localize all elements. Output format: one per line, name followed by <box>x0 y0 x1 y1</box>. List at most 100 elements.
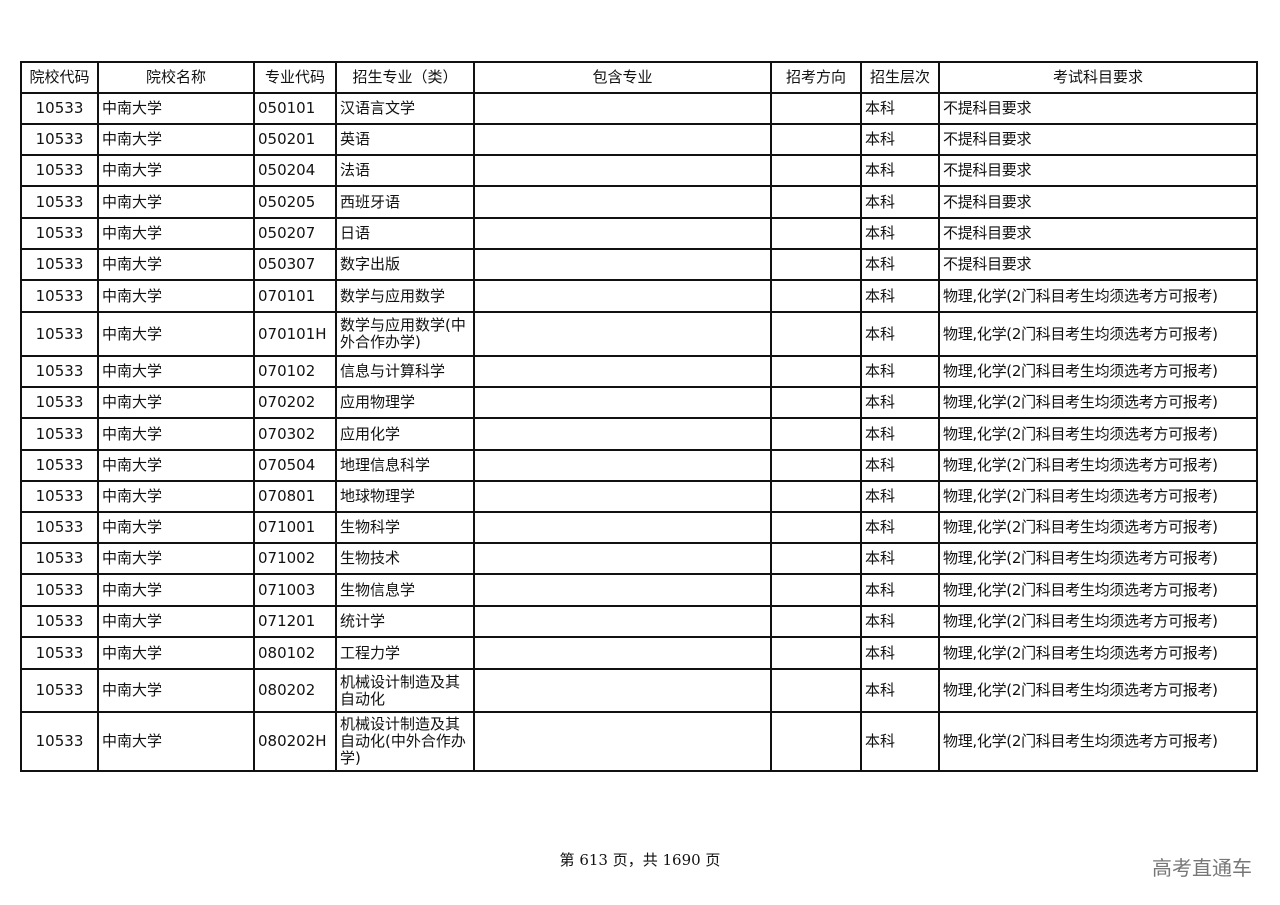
table-row: 10533 中南大学 070504 地理信息科学 本科 物理,化学(2门科目考生均须选考方… <box>20 449 1258 482</box>
level-cell: 本科 <box>860 542 940 575</box>
level-cell: 本科 <box>860 511 940 544</box>
direction-cell <box>770 386 862 419</box>
subject-requirement-cell: 不提科目要求 <box>938 92 1258 125</box>
school-name-cell: 中南大学 <box>97 92 255 125</box>
direction-cell <box>770 636 862 670</box>
level-cell: 本科 <box>860 417 940 451</box>
school-code-cell: 10533 <box>20 542 99 575</box>
direction-cell <box>770 605 862 638</box>
school-name-cell: 中南大学 <box>97 668 255 713</box>
major-code-cell: 071201 <box>253 605 337 638</box>
subject-requirement-cell: 物理,化学(2门科目考生均须选考方可报考) <box>938 449 1258 482</box>
subject-requirement-cell: 不提科目要求 <box>938 217 1258 250</box>
major-name-cell: 法语 <box>335 154 475 187</box>
school-code-cell: 10533 <box>20 185 99 219</box>
school-name-cell: 中南大学 <box>97 154 255 187</box>
admission-table: 院校代码 院校名称 专业代码 招生专业（类） 包含专业 招考方向 招生层次 考试科目要求 10… <box>20 61 1258 772</box>
direction-cell <box>770 711 862 772</box>
included-majors-cell <box>473 511 772 544</box>
table-row: 10533 中南大学 070101 数学与应用数学 本科 物理,化学(2门科目考生均须选考… <box>20 279 1258 313</box>
major-code-cell: 080202 <box>253 668 337 713</box>
level-cell: 本科 <box>860 636 940 670</box>
major-name-cell: 日语 <box>335 217 475 250</box>
table-row: 10533 中南大学 071001 生物科学 本科 物理,化学(2门科目考生均须选考方可报… <box>20 511 1258 544</box>
school-code-cell: 10533 <box>20 573 99 607</box>
major-name-cell: 西班牙语 <box>335 185 475 219</box>
table-row: 10533 中南大学 071002 生物技术 本科 物理,化学(2门科目考生均须选考方可报… <box>20 542 1258 575</box>
subject-requirement-cell: 物理,化学(2门科目考生均须选考方可报考) <box>938 542 1258 575</box>
major-code-cell: 071002 <box>253 542 337 575</box>
school-name-cell: 中南大学 <box>97 217 255 250</box>
direction-cell <box>770 279 862 313</box>
major-name-cell: 数学与应用数学(中外合作办学) <box>335 311 475 357</box>
header-row: 院校代码 院校名称 专业代码 招生专业（类） 包含专业 招考方向 招生层次 考试科目要求 <box>20 61 1258 94</box>
level-cell: 本科 <box>860 217 940 250</box>
school-name-cell: 中南大学 <box>97 355 255 388</box>
table-row: 10533 中南大学 070302 应用化学 本科 物理,化学(2门科目考生均须选考方可报… <box>20 417 1258 451</box>
school-name-cell: 中南大学 <box>97 605 255 638</box>
level-cell: 本科 <box>860 355 940 388</box>
major-name-cell: 机械设计制造及其自动化 <box>335 668 475 713</box>
included-majors-cell <box>473 542 772 575</box>
included-majors-cell <box>473 449 772 482</box>
level-cell: 本科 <box>860 279 940 313</box>
subject-requirement-cell: 物理,化学(2门科目考生均须选考方可报考) <box>938 636 1258 670</box>
major-code-cell: 050207 <box>253 217 337 250</box>
table-row: 10533 中南大学 050205 西班牙语 本科 不提科目要求 <box>20 185 1258 219</box>
table-row: 10533 中南大学 080202 机械设计制造及其自动化 本科 物理,化学(2门科目考生… <box>20 668 1258 713</box>
column-header: 专业代码 <box>253 61 337 94</box>
major-name-cell: 生物技术 <box>335 542 475 575</box>
major-code-cell: 080202H <box>253 711 337 772</box>
subject-requirement-cell: 物理,化学(2门科目考生均须选考方可报考) <box>938 480 1258 513</box>
school-code-cell: 10533 <box>20 605 99 638</box>
subject-requirement-cell: 物理,化学(2门科目考生均须选考方可报考) <box>938 573 1258 607</box>
school-name-cell: 中南大学 <box>97 185 255 219</box>
subject-requirement-cell: 物理,化学(2门科目考生均须选考方可报考) <box>938 355 1258 388</box>
table-row: 10533 中南大学 050201 英语 本科 不提科目要求 <box>20 123 1258 156</box>
major-name-cell: 地球物理学 <box>335 480 475 513</box>
major-code-cell: 070102 <box>253 355 337 388</box>
direction-cell <box>770 480 862 513</box>
direction-cell <box>770 542 862 575</box>
watermark: 高考直通车 <box>1152 856 1252 880</box>
column-header: 招生专业（类） <box>335 61 475 94</box>
major-name-cell: 工程力学 <box>335 636 475 670</box>
subject-requirement-cell: 物理,化学(2门科目考生均须选考方可报考) <box>938 386 1258 419</box>
major-name-cell: 应用化学 <box>335 417 475 451</box>
school-name-cell: 中南大学 <box>97 449 255 482</box>
included-majors-cell <box>473 154 772 187</box>
subject-requirement-cell: 物理,化学(2门科目考生均须选考方可报考) <box>938 417 1258 451</box>
major-code-cell: 070202 <box>253 386 337 419</box>
table-row: 10533 中南大学 050101 汉语言文学 本科 不提科目要求 <box>20 92 1258 125</box>
school-code-cell: 10533 <box>20 123 99 156</box>
major-code-cell: 071001 <box>253 511 337 544</box>
subject-requirement-cell: 物理,化学(2门科目考生均须选考方可报考) <box>938 311 1258 357</box>
direction-cell <box>770 217 862 250</box>
major-code-cell: 050204 <box>253 154 337 187</box>
subject-requirement-cell: 物理,化学(2门科目考生均须选考方可报考) <box>938 279 1258 313</box>
major-name-cell: 地理信息科学 <box>335 449 475 482</box>
column-header: 招考方向 <box>770 61 862 94</box>
major-name-cell: 英语 <box>335 123 475 156</box>
included-majors-cell <box>473 355 772 388</box>
school-code-cell: 10533 <box>20 711 99 772</box>
direction-cell <box>770 417 862 451</box>
included-majors-cell <box>473 248 772 281</box>
subject-requirement-cell: 物理,化学(2门科目考生均须选考方可报考) <box>938 711 1258 772</box>
level-cell: 本科 <box>860 386 940 419</box>
subject-requirement-cell: 物理,化学(2门科目考生均须选考方可报考) <box>938 605 1258 638</box>
major-code-cell: 070101H <box>253 311 337 357</box>
level-cell: 本科 <box>860 480 940 513</box>
included-majors-cell <box>473 386 772 419</box>
major-name-cell: 数学与应用数学 <box>335 279 475 313</box>
school-name-cell: 中南大学 <box>97 636 255 670</box>
included-majors-cell <box>473 217 772 250</box>
school-name-cell: 中南大学 <box>97 711 255 772</box>
included-majors-cell <box>473 573 772 607</box>
included-majors-cell <box>473 711 772 772</box>
column-header: 院校代码 <box>20 61 99 94</box>
level-cell: 本科 <box>860 185 940 219</box>
direction-cell <box>770 185 862 219</box>
table-row: 10533 中南大学 070202 应用物理学 本科 物理,化学(2门科目考生均须选考方可… <box>20 386 1258 419</box>
major-code-cell: 070302 <box>253 417 337 451</box>
